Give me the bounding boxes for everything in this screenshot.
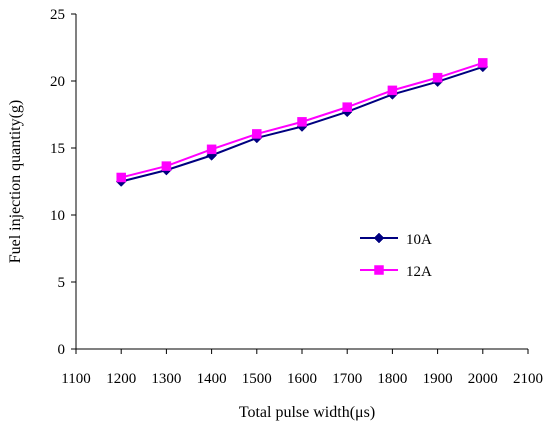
x-tick-label: 1200 bbox=[106, 371, 136, 387]
y-tick-label: 0 bbox=[58, 342, 66, 358]
data-point bbox=[297, 117, 307, 127]
y-tick-label: 25 bbox=[50, 7, 65, 23]
x-tick-label: 1400 bbox=[197, 371, 227, 387]
data-point bbox=[432, 72, 443, 83]
legend-marker bbox=[373, 232, 385, 244]
data-point bbox=[206, 144, 217, 155]
series-12a bbox=[116, 58, 488, 183]
legend-label: 12A bbox=[406, 264, 432, 280]
data-point bbox=[342, 102, 352, 112]
data-point bbox=[387, 85, 398, 96]
data-point bbox=[478, 58, 488, 68]
x-tick-label: 2100 bbox=[513, 371, 543, 387]
x-tick-label: 1600 bbox=[287, 371, 317, 387]
x-tick-label: 2000 bbox=[468, 371, 498, 387]
x-tick-label: 1500 bbox=[242, 371, 272, 387]
y-tick-label: 5 bbox=[58, 275, 66, 291]
x-axis-title: Total pulse width(μs) bbox=[239, 404, 375, 421]
x-tick-label: 1700 bbox=[332, 371, 362, 387]
legend-item-10a: 10A bbox=[360, 232, 432, 248]
x-tick-label: 1900 bbox=[423, 371, 453, 387]
legend-marker bbox=[374, 265, 384, 275]
data-point bbox=[161, 161, 172, 171]
x-tick-label: 1800 bbox=[377, 371, 407, 387]
axes: 0 5 10 15 20 25 1100 1200 1300 1400 1500 1600 1700 18… bbox=[50, 7, 543, 387]
x-tick-label: 1300 bbox=[151, 371, 181, 387]
series-group bbox=[115, 58, 489, 187]
y-tick-label: 15 bbox=[50, 141, 65, 157]
y-tick-label: 10 bbox=[50, 208, 65, 224]
legend-item-12a: 12A bbox=[360, 264, 432, 280]
data-point bbox=[116, 172, 126, 183]
legend: 10A 12A bbox=[360, 232, 432, 280]
data-point bbox=[252, 129, 262, 139]
x-tick-label: 1100 bbox=[61, 371, 90, 387]
y-axis-title: Fuel injection quantity(g) bbox=[7, 100, 24, 264]
legend-label: 10A bbox=[406, 232, 432, 248]
y-tick-label: 20 bbox=[50, 74, 65, 90]
